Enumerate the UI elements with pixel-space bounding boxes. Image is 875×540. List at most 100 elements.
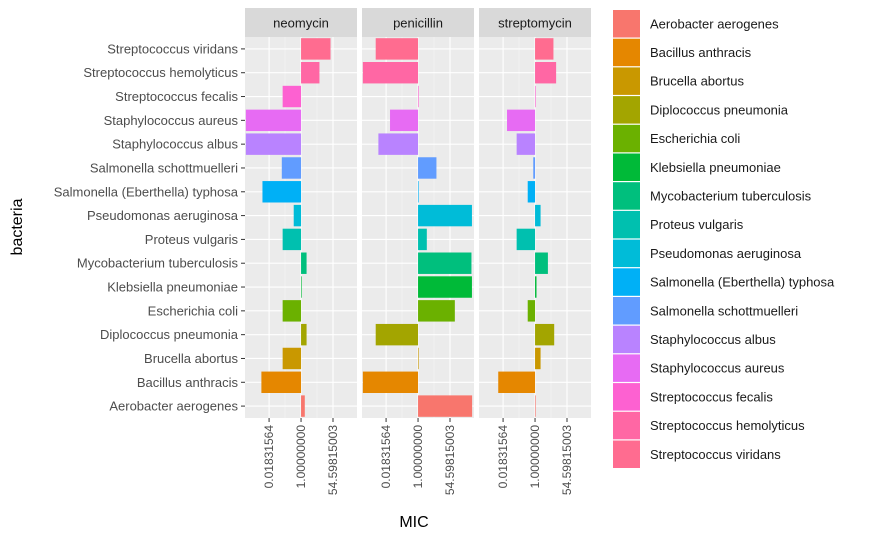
y-tick-label: Proteus vulgaris — [145, 232, 239, 247]
legend-key-staphylococcus-albus — [613, 325, 640, 354]
legend-key-streptococcus-viridans — [613, 440, 640, 468]
bar-neomycin-diplococcus-pneumonia — [301, 323, 307, 346]
legend-key-bacillus-anthracis — [613, 38, 640, 67]
bar-penicillin-brucella-abortus — [418, 347, 419, 370]
y-tick-label: Salmonella schottmuelleri — [90, 160, 238, 175]
x-tick-label: 54.59815003 — [326, 425, 340, 495]
legend-key-klebsiella-pneumoniae — [613, 153, 640, 181]
bar-streptomycin-brucella-abortus — [535, 347, 541, 370]
bar-neomycin-proteus-vulgaris — [282, 228, 302, 251]
bar-penicillin-proteus-vulgaris — [418, 228, 427, 251]
bar-neomycin-aerobacter-aerogenes — [301, 395, 305, 417]
bar-streptomycin-aerobacter-aerogenes — [535, 395, 536, 417]
bar-streptomycin-mycobacterium-tuberculosis — [535, 252, 548, 274]
y-tick-label: Staphylococcus albus — [112, 137, 238, 152]
bar-penicillin-escherichia-coli — [418, 300, 455, 322]
y-tick-label: Klebsiella pneumoniae — [107, 280, 238, 295]
bar-streptomycin-salmonella-schottmuelleri — [533, 157, 536, 179]
legend-label: Pseudomonas aeruginosa — [650, 246, 802, 261]
y-tick-label: Pseudomonas aeruginosa — [87, 208, 239, 223]
bar-streptomycin-staphylococcus-aureus — [507, 109, 536, 132]
facet-strip-label: neomycin — [273, 16, 329, 31]
bar-neomycin-brucella-abortus — [282, 347, 302, 370]
bar-neomycin-streptococcus-viridans — [301, 38, 331, 60]
legend-label: Salmonella schottmuelleri — [650, 303, 798, 318]
y-tick-label: Streptococcus hemolyticus — [83, 65, 238, 80]
bar-neomycin-streptococcus-hemolyticus — [301, 62, 320, 84]
legend-key-salmonella-eberthella-typhosa — [613, 268, 640, 296]
legend-label: Bacillus anthracis — [650, 45, 752, 60]
bar-penicillin-streptococcus-fecalis — [418, 85, 419, 108]
legend-key-proteus-vulgaris — [613, 210, 640, 239]
bar-penicillin-staphylococcus-albus — [378, 133, 419, 155]
legend-key-brucella-abortus — [613, 67, 640, 95]
bar-neomycin-salmonella-eberthella-typhosa — [262, 181, 302, 203]
bar-streptomycin-streptococcus-viridans — [535, 38, 554, 60]
bar-streptomycin-diplococcus-pneumonia — [535, 323, 555, 346]
bar-penicillin-pseudomonas-aeruginosa — [418, 204, 472, 227]
x-tick-label: 1.00000000 — [528, 425, 542, 489]
x-tick-label: 0.01831564 — [379, 425, 393, 489]
bar-neomycin-streptococcus-fecalis — [282, 85, 302, 108]
legend-label: Klebsiella pneumoniae — [650, 160, 781, 175]
x-tick-label: 54.59815003 — [560, 425, 574, 495]
bar-streptomycin-proteus-vulgaris — [516, 228, 536, 251]
bar-penicillin-diplococcus-pneumonia — [375, 323, 419, 346]
legend-label: Diplococcus pneumonia — [650, 102, 789, 117]
legend-label: Staphylococcus albus — [650, 332, 776, 347]
y-tick-label: Staphylococcus aureus — [104, 113, 239, 128]
legend-key-diplococcus-pneumonia — [613, 96, 640, 124]
y-tick-label: Mycobacterium tuberculosis — [77, 256, 239, 271]
bar-neomycin-staphylococcus-aureus — [245, 109, 302, 132]
legend-key-pseudomonas-aeruginosa — [613, 239, 640, 268]
y-tick-label: Aerobacter aerogenes — [109, 399, 238, 414]
x-tick-label: 1.00000000 — [411, 425, 425, 489]
facet-strip-neomycin — [245, 8, 357, 37]
bar-streptomycin-pseudomonas-aeruginosa — [535, 204, 541, 227]
bar-penicillin-streptococcus-hemolyticus — [362, 62, 419, 84]
bar-penicillin-salmonella-schottmuelleri — [418, 157, 437, 179]
legend-label: Aerobacter aerogenes — [650, 16, 779, 31]
y-tick-label: Diplococcus pneumonia — [100, 327, 239, 342]
y-tick-label: Bacillus anthracis — [137, 375, 239, 390]
legend-key-escherichia-coli — [613, 124, 640, 153]
y-tick-label: Streptococcus viridans — [107, 41, 238, 56]
facet-strip-label: penicillin — [393, 16, 443, 31]
bar-penicillin-staphylococcus-aureus — [390, 109, 419, 132]
x-tick-label: 0.01831564 — [262, 425, 276, 489]
legend-label: Streptococcus viridans — [650, 447, 781, 462]
legend-key-salmonella-schottmuelleri — [613, 297, 640, 325]
bar-penicillin-klebsiella-pneumoniae — [418, 276, 472, 298]
bar-neomycin-pseudomonas-aeruginosa — [293, 204, 302, 227]
legend-key-aerobacter-aerogenes — [613, 10, 640, 38]
bar-streptomycin-salmonella-eberthella-typhosa — [527, 181, 536, 203]
bar-neomycin-salmonella-schottmuelleri — [281, 157, 302, 179]
legend-key-streptococcus-fecalis — [613, 383, 640, 411]
bar-neomycin-klebsiella-pneumoniae — [301, 276, 302, 298]
legend-label: Salmonella (Eberthella) typhosa — [650, 275, 835, 290]
bar-penicillin-aerobacter-aerogenes — [418, 395, 473, 417]
bar-penicillin-bacillus-anthracis — [362, 371, 419, 393]
bar-streptomycin-staphylococcus-albus — [516, 133, 536, 155]
legend-label: Mycobacterium tuberculosis — [650, 188, 812, 203]
bar-streptomycin-klebsiella-pneumoniae — [535, 276, 537, 298]
legend-label: Brucella abortus — [650, 74, 744, 89]
legend-label: Streptococcus hemolyticus — [650, 418, 805, 433]
x-tick-label: 1.00000000 — [294, 425, 308, 489]
legend-label: Streptococcus fecalis — [650, 389, 773, 404]
legend-label: Proteus vulgaris — [650, 217, 744, 232]
y-tick-label: Streptococcus fecalis — [115, 89, 238, 104]
bar-streptomycin-streptococcus-hemolyticus — [535, 62, 557, 84]
bar-penicillin-salmonella-eberthella-typhosa — [418, 181, 419, 203]
legend-key-mycobacterium-tuberculosis — [613, 182, 640, 210]
bar-streptomycin-streptococcus-fecalis — [535, 85, 536, 108]
x-tick-label: 0.01831564 — [496, 425, 510, 489]
y-tick-label: Salmonella (Eberthella) typhosa — [54, 184, 239, 199]
legend-key-streptococcus-hemolyticus — [613, 411, 640, 440]
bar-streptomycin-escherichia-coli — [527, 300, 536, 322]
facet-strip-label: streptomycin — [498, 16, 572, 31]
bar-streptomycin-bacillus-anthracis — [498, 371, 536, 393]
y-tick-label: Brucella abortus — [144, 351, 238, 366]
facet-strip-streptomycin — [479, 8, 591, 37]
